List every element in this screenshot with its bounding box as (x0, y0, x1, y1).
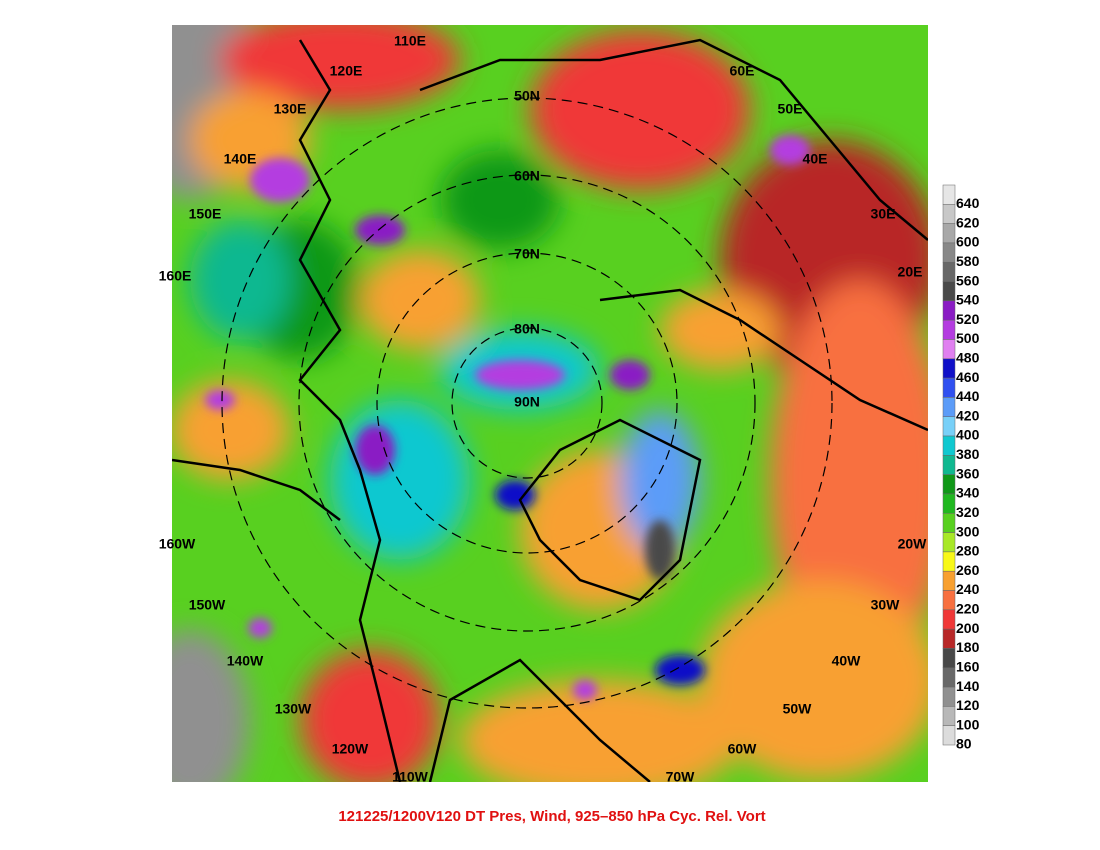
colorbar-label: 340 (956, 485, 980, 501)
graticule-label: 140W (227, 653, 264, 669)
colorbar-label: 480 (956, 349, 980, 365)
graticule-label: 70N (514, 246, 540, 262)
colorbar-label: 100 (956, 716, 980, 732)
graticule-label: 120E (330, 63, 363, 79)
colorbar-label: 600 (956, 234, 980, 250)
graticule-label: 20E (898, 264, 923, 280)
graticule-label: 120W (332, 741, 369, 757)
colorbar-swatch (942, 204, 956, 224)
colorbar-label: 560 (956, 272, 980, 288)
graticule-labels: 110E 120E 130E 140E 150E 160E 50N 60N 70N 80N 90N 6… (159, 33, 928, 785)
graticule-label: 150W (189, 597, 226, 613)
graticule-label: 40W (832, 653, 862, 669)
colorbar-swatch (942, 725, 956, 746)
colorbar-label: 360 (956, 465, 980, 481)
colorbar-label: 500 (956, 330, 980, 346)
colorbar-label: 320 (956, 504, 980, 520)
colorbar-swatch (942, 339, 956, 360)
colorbar-swatch (942, 628, 956, 649)
graticule-label: 50N (514, 88, 540, 104)
graticule-label: 90N (514, 394, 540, 410)
colorbar-swatch (942, 455, 956, 475)
graticule-label: 20W (898, 536, 928, 552)
graticule-label: 70W (666, 769, 696, 785)
colorbar-swatch (942, 532, 956, 553)
graticule-label: 30E (871, 206, 896, 222)
colorbar-swatch (942, 590, 956, 611)
graticule (221, 97, 833, 709)
colorbar-swatch (942, 242, 956, 263)
colorbar-label: 200 (956, 620, 980, 636)
colorbar-label: 180 (956, 639, 980, 655)
graticule-label: 140E (224, 151, 257, 167)
colorbar-swatch (942, 551, 956, 572)
colorbar-label: 240 (956, 581, 980, 597)
colorbar-label: 380 (956, 446, 980, 462)
colorbar: 640 620 600 580 560 540 520 500 480 460 440 420 400 3… (942, 184, 980, 752)
colorbar-label: 620 (956, 214, 980, 230)
colorbar-swatch (942, 648, 956, 669)
colorbar-swatch (942, 281, 956, 302)
colorbar-label: 400 (956, 427, 980, 443)
graticule-label: 160E (159, 268, 192, 284)
colorbar-swatch (942, 397, 956, 417)
colorbar-swatch (942, 667, 956, 688)
colorbar-swatch (942, 513, 956, 533)
graticule-label: 110E (394, 33, 426, 49)
graticule-label: 60W (728, 741, 758, 757)
colorbar-swatch (942, 493, 956, 514)
graticule-label: 40E (803, 151, 828, 167)
colorbar-swatch (942, 358, 956, 379)
colorbar-swatch (942, 300, 956, 321)
colorbar-swatch (942, 261, 956, 282)
graticule-label: 110W (392, 769, 429, 785)
graticule-label: 150E (189, 206, 222, 222)
colorbar-swatch (942, 416, 956, 437)
graticule-label: 50W (783, 701, 813, 717)
colorbar-swatch (942, 474, 956, 495)
colorbar-swatch (942, 435, 956, 456)
colorbar-label: 140 (956, 678, 980, 694)
colorbar-label: 640 (956, 195, 980, 211)
graticule-label: 80N (514, 321, 540, 337)
colorbar-swatch (942, 223, 956, 244)
colorbar-label: 280 (956, 543, 980, 559)
colorbar-label: 300 (956, 523, 980, 539)
colorbar-label: 160 (956, 658, 980, 674)
map-field (172, 25, 928, 782)
graticule-label: 130W (275, 701, 312, 717)
colorbar-swatch (942, 377, 956, 398)
colorbar-swatch (942, 686, 956, 707)
colorbar-swatch (942, 319, 956, 340)
colorbar-swatch (942, 609, 956, 630)
colorbar-label: 220 (956, 601, 980, 617)
graticule-label: 60N (514, 168, 540, 184)
colorbar-label: 460 (956, 369, 980, 385)
graticule-label: 30W (871, 597, 901, 613)
colorbar-label: 520 (956, 311, 980, 327)
colorbar-label: 120 (956, 697, 980, 713)
colorbar-swatch (942, 706, 956, 726)
colorbar-swatch (942, 570, 956, 591)
graticule-label: 60E (730, 63, 755, 79)
graticule-label: 130E (274, 101, 307, 117)
colorbar-label: 440 (956, 388, 980, 404)
colorbar-label: 260 (956, 562, 980, 578)
graticule-label: 160W (159, 536, 196, 552)
graticule-label: 50E (778, 101, 803, 117)
colorbar-swatch (942, 184, 956, 205)
colorbar-label: 80 (956, 736, 972, 752)
colorbar-label: 580 (956, 253, 980, 269)
colorbar-label: 420 (956, 407, 980, 423)
caption: 121225/1200V120 DT Pres, Wind, 925–850 h… (338, 808, 765, 825)
colorbar-label: 540 (956, 292, 980, 308)
